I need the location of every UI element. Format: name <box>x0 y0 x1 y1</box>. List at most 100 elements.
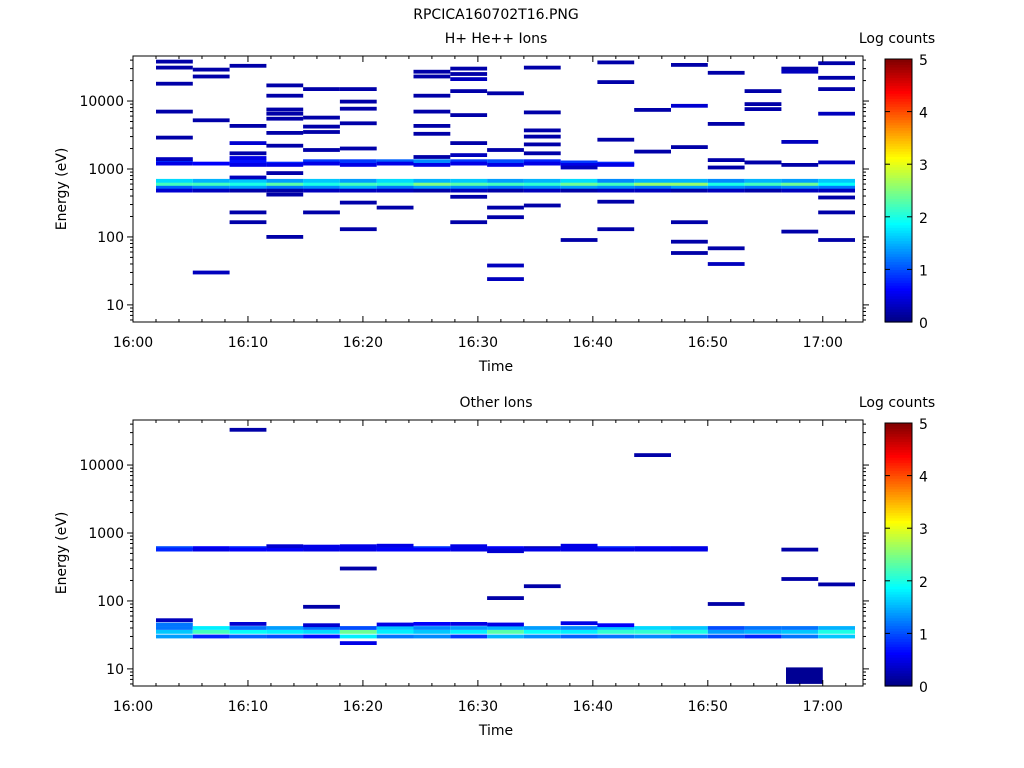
x-tick-label: 16:50 <box>688 335 728 351</box>
colorbar-segment <box>885 153 912 157</box>
heatmap-cell <box>597 199 635 204</box>
heatmap-cell <box>818 87 855 91</box>
colorbar-segment <box>885 517 912 521</box>
heatmap-cell <box>229 182 267 186</box>
heatmap-cell <box>156 630 193 634</box>
heatmap-cell <box>818 634 855 639</box>
colorbar-segment <box>885 166 912 171</box>
heatmap-cell <box>303 115 340 120</box>
heatmap-cell <box>339 547 377 552</box>
colorbar-segment <box>885 454 912 458</box>
colorbar-segment <box>885 675 912 679</box>
colorbar-segment <box>885 657 912 661</box>
colorbar-segment <box>885 646 912 650</box>
colorbar-segment <box>885 69 912 73</box>
colorbar-tick-label: 3 <box>919 522 928 538</box>
heatmap-cell <box>156 626 193 630</box>
colorbar-segment <box>885 300 912 305</box>
colorbar-segment <box>885 274 912 278</box>
colorbar-segment <box>885 593 912 598</box>
heatmap-cell <box>303 188 340 193</box>
heatmap-cell <box>487 596 524 600</box>
heatmap-cell <box>376 205 414 210</box>
colorbar-segment <box>885 549 912 553</box>
colorbar-segment <box>885 643 912 648</box>
heatmap-cell <box>339 99 377 104</box>
heatmap-cell <box>266 544 304 549</box>
colorbar-tick-label: 2 <box>919 575 928 591</box>
heatmap-cell <box>339 87 377 91</box>
heatmap-cell <box>156 65 193 70</box>
colorbar-segment <box>885 446 912 450</box>
y-tick-label: 10000 <box>79 94 124 110</box>
heatmap-cell <box>523 134 561 139</box>
colorbar-segment <box>885 678 912 682</box>
heatmap-cell <box>523 159 561 164</box>
colorbar-segment <box>885 151 912 155</box>
heatmap-cell <box>156 59 193 64</box>
heatmap-cell <box>413 622 451 626</box>
x-tick-label: 16:20 <box>343 335 383 351</box>
heatmap-cell <box>229 210 267 215</box>
heatmap-cell <box>266 235 304 239</box>
heatmap-cell <box>450 89 488 93</box>
heatmap-cell <box>487 159 524 164</box>
heatmap-cell <box>597 178 635 183</box>
heatmap-cell <box>671 626 708 630</box>
heatmap-cell <box>671 239 708 244</box>
heatmap-cell <box>303 159 340 164</box>
heatmap-cell <box>413 626 451 630</box>
heatmap-cell <box>376 626 414 630</box>
colorbar-segment <box>885 287 912 292</box>
colorbar-segment <box>885 290 912 294</box>
colorbar-segment <box>885 565 912 569</box>
heatmap-cell <box>376 622 414 627</box>
heatmap-cell <box>671 220 708 225</box>
colorbar-segment <box>885 654 912 658</box>
heatmap-cell <box>413 74 451 79</box>
colorbar-segment <box>885 651 912 656</box>
heatmap-cell <box>634 185 671 190</box>
colorbar-segment <box>885 494 912 498</box>
colorbar-segment <box>885 680 912 684</box>
heatmap-cell <box>339 641 377 645</box>
colorbar-segment <box>885 525 912 529</box>
colorbar-segment <box>885 269 912 273</box>
colorbar-segment <box>885 551 912 556</box>
heatmap-cell <box>303 630 340 634</box>
heatmap-cell <box>560 185 598 190</box>
heatmap-cell <box>671 63 708 67</box>
heatmap-cell <box>450 188 488 193</box>
colorbar-tick-label: 4 <box>919 470 928 486</box>
heatmap-cell <box>156 182 193 186</box>
heatmap-cell <box>192 634 230 639</box>
heatmap-cell <box>487 205 524 210</box>
heatmap-cell <box>634 634 671 639</box>
heatmap-cell <box>560 160 598 165</box>
colorbar-segment <box>885 193 912 197</box>
colorbar-segment <box>885 501 912 506</box>
heatmap-cell <box>192 270 230 275</box>
heatmap-cell <box>523 178 561 183</box>
colorbar-segment <box>885 628 912 632</box>
heatmap-cell <box>487 549 524 554</box>
heatmap-cell <box>487 277 524 281</box>
heatmap-cell <box>413 109 451 114</box>
heatmap-cell <box>781 626 819 630</box>
heatmap-cell <box>597 227 635 232</box>
heatmap-cell <box>671 634 708 639</box>
heatmap-cell <box>781 163 819 167</box>
heatmap-cell <box>523 142 561 147</box>
x-tick-label: 16:30 <box>458 699 498 715</box>
colorbar-segment <box>885 137 912 142</box>
heatmap-cell <box>229 634 267 639</box>
colorbar-segment <box>885 298 912 302</box>
colorbar-segment <box>885 430 912 435</box>
heatmap-cell <box>597 547 635 552</box>
colorbar-segment <box>885 219 912 223</box>
heatmap-cell <box>413 188 451 193</box>
colorbar-segment <box>885 232 912 236</box>
heatmap-cell <box>560 547 598 552</box>
heatmap-cell <box>707 122 745 126</box>
colorbar-segment <box>885 72 912 76</box>
